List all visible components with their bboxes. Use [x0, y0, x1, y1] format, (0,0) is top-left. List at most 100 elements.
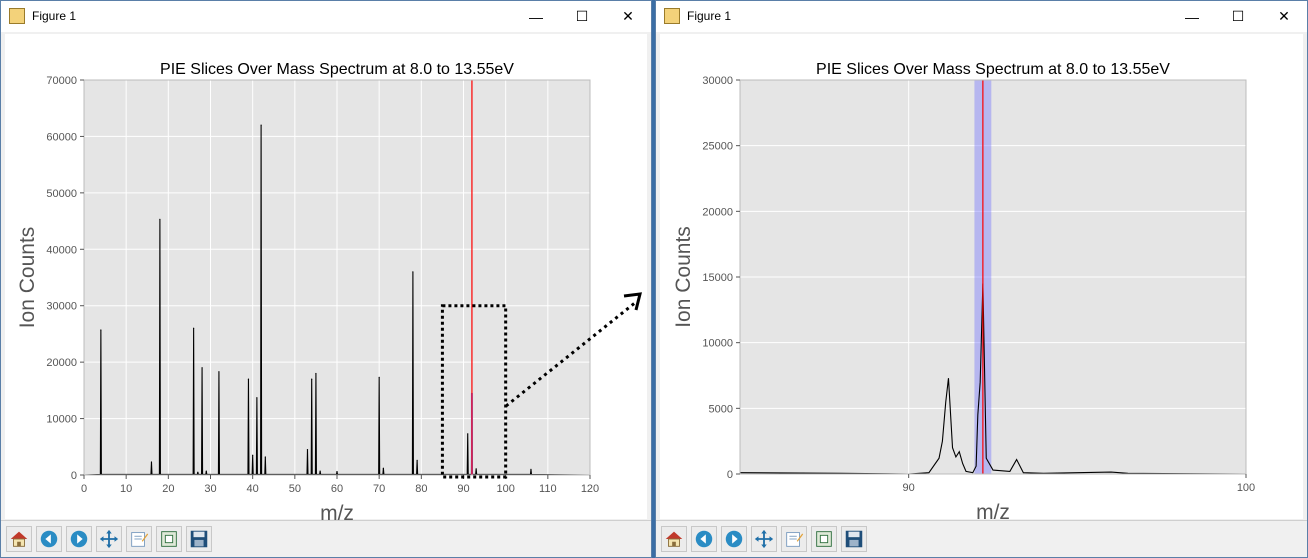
spectrum-peak — [218, 371, 220, 373]
y-tick-label: 5000 — [709, 403, 733, 415]
close-button[interactable]: ✕ — [622, 8, 634, 24]
spectrum-peak — [150, 461, 153, 463]
y-axis-label: Ion Counts — [16, 227, 39, 329]
back-icon — [695, 530, 713, 548]
forward-button[interactable] — [721, 526, 747, 552]
home-button[interactable] — [661, 526, 687, 552]
pan-button[interactable] — [96, 526, 122, 552]
y-tick-label: 60000 — [46, 131, 77, 143]
x-axis-label: m/z — [320, 502, 354, 521]
pan-icon — [754, 529, 774, 549]
y-tick-label: 70000 — [46, 75, 77, 87]
x-tick-label: 100 — [496, 483, 514, 495]
minimize-button[interactable]: — — [529, 8, 543, 25]
spectrum-peak — [193, 327, 195, 329]
zoom-to-rect-icon — [816, 531, 832, 547]
save-icon — [190, 530, 208, 548]
x-tick-label: 110 — [539, 483, 557, 495]
spectrum-peak — [159, 218, 161, 220]
spectrum-line — [83, 125, 591, 476]
y-axis-label: Ion Counts — [672, 226, 695, 328]
y-tick-label: 10000 — [46, 414, 77, 426]
matplotlib-app-icon — [9, 8, 25, 24]
y-tick-label: 20000 — [46, 357, 77, 369]
x-tick-label: 40 — [247, 483, 259, 495]
spectrum-peak — [252, 454, 254, 456]
x-tick-label: 70 — [373, 483, 385, 495]
spectrum-peak — [336, 471, 338, 473]
pan-icon — [99, 529, 119, 549]
spectrum-peak — [315, 372, 317, 375]
spectrum-peak — [530, 468, 532, 470]
navigation-toolbar — [656, 520, 1307, 557]
zoomed-spectrum-chart: 90 100 0 5000 10000 15000 20000 25000 30000 PIE S… — [672, 61, 1255, 524]
configure-subplots-icon — [131, 532, 149, 547]
forward-icon — [725, 530, 743, 548]
spectrum-peak — [311, 378, 313, 380]
forward-button[interactable] — [66, 526, 92, 552]
window-titlebar[interactable]: Figure 1 — ☐ ✕ — [1, 1, 651, 32]
spectrum-peak — [319, 470, 321, 472]
y-tick-label: 10000 — [702, 338, 733, 350]
x-tick-label: 0 — [81, 483, 87, 495]
x-tick-label: 60 — [331, 483, 343, 495]
spectrum-peak — [412, 271, 414, 273]
spectrum-peak — [197, 471, 199, 473]
home-icon — [665, 531, 683, 547]
spectrum-peak — [378, 376, 380, 378]
zoom-region-box — [440, 304, 508, 479]
close-button[interactable]: ✕ — [1278, 8, 1290, 24]
figure-canvas[interactable]: 90 100 0 5000 10000 15000 20000 25000 30000 PIE S… — [660, 34, 1303, 524]
y-tick-label: 30000 — [702, 75, 733, 87]
figure-canvas[interactable]: 0 10 20 30 40 50 60 70 80 90 100 110 120 0 10000 20000 3… — [5, 34, 647, 525]
x-tick-label: 50 — [289, 483, 301, 495]
chart-title: PIE Slices Over Mass Spectrum at 8.0 to … — [816, 61, 1170, 78]
x-tick-label: 100 — [1237, 482, 1255, 494]
back-icon — [40, 530, 58, 548]
spectrum-peak — [205, 470, 207, 472]
x-tick-label: 20 — [162, 483, 174, 495]
configure-subplots-button[interactable] — [781, 526, 807, 552]
chart-title: PIE Slices Over Mass Spectrum at 8.0 to … — [160, 61, 514, 78]
spectrum-peak — [382, 467, 384, 469]
y-tick-label: 15000 — [702, 272, 733, 284]
x-axis-label: m/z — [976, 501, 1010, 521]
zoom-to-rect-button[interactable] — [156, 526, 182, 552]
maximize-button[interactable]: ☐ — [575, 8, 589, 24]
spectrum-peak — [264, 456, 266, 458]
y-tick-label: 50000 — [46, 188, 77, 200]
spectrum-peak — [467, 433, 469, 435]
window-title: Figure 1 — [32, 9, 77, 23]
save-button[interactable] — [186, 526, 212, 552]
zoom-to-rect-icon — [161, 531, 177, 547]
back-button[interactable] — [36, 526, 62, 552]
minimize-button[interactable]: — — [1185, 8, 1199, 25]
x-tick-label: 90 — [903, 482, 915, 494]
x-tick-label: 80 — [415, 483, 427, 495]
spectrum-peak — [306, 449, 309, 451]
spectrum-peak — [256, 397, 258, 399]
home-button[interactable] — [6, 526, 32, 552]
home-icon — [10, 531, 28, 547]
spectrum-peak — [201, 367, 203, 369]
configure-subplots-button[interactable] — [126, 526, 152, 552]
pan-button[interactable] — [751, 526, 777, 552]
configure-subplots-icon — [786, 532, 804, 547]
window-title: Figure 1 — [687, 9, 732, 23]
window-titlebar[interactable]: Figure 1 — ☐ ✕ — [656, 1, 1307, 32]
matplotlib-app-icon — [664, 8, 680, 24]
y-tick-label: 40000 — [46, 244, 77, 256]
y-tick-label: 25000 — [702, 141, 733, 153]
spectrum-peak — [260, 124, 262, 126]
figure-window-left: Figure 1 — ☐ ✕ 0 10 20 30 40 50 60 70 80 90 100 110… — [0, 0, 652, 558]
save-button[interactable] — [841, 526, 867, 552]
figure-window-right: Figure 1 — ☐ ✕ 90 100 0 5000 10000 15000 20000… — [655, 0, 1308, 558]
spectrum-peak — [247, 378, 250, 380]
spectrum-peak — [100, 329, 102, 331]
back-button[interactable] — [691, 526, 717, 552]
x-tick-label: 30 — [204, 483, 216, 495]
zoom-to-rect-button[interactable] — [811, 526, 837, 552]
forward-icon — [70, 530, 88, 548]
save-icon — [845, 530, 863, 548]
maximize-button[interactable]: ☐ — [1231, 8, 1245, 24]
